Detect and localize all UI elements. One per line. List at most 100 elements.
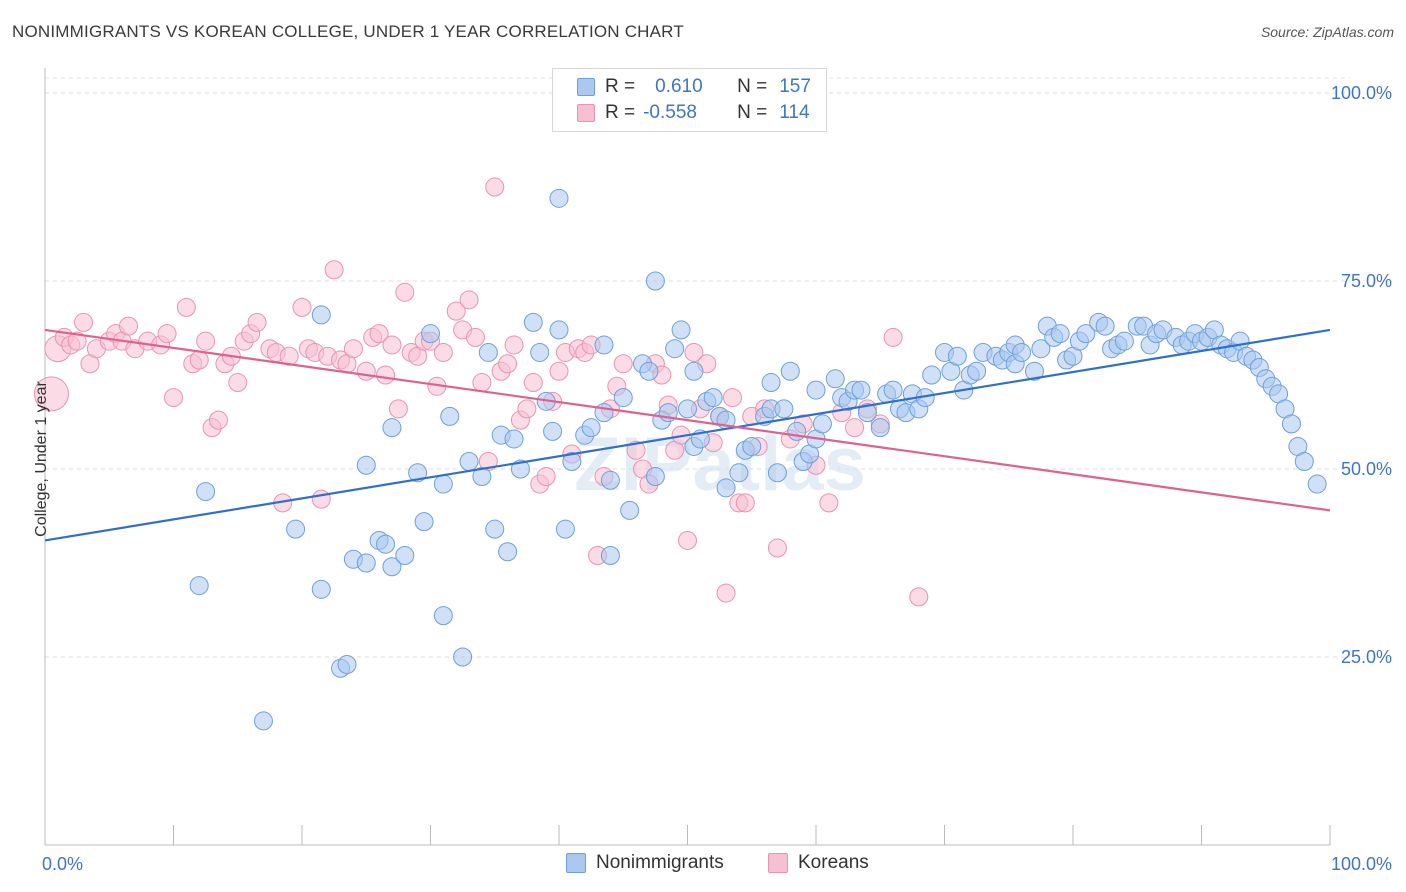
bottom-legend-swatch-blue xyxy=(566,853,586,873)
data-point-nonimmigrants xyxy=(594,335,614,355)
data-point-nonimmigrants xyxy=(665,339,685,359)
legend-n-label: N = xyxy=(737,102,768,123)
data-point-koreans xyxy=(189,350,209,370)
data-point-nonimmigrants xyxy=(774,399,794,419)
data-point-nonimmigrants xyxy=(414,512,434,532)
data-point-koreans xyxy=(626,440,646,460)
data-point-nonimmigrants xyxy=(851,380,871,400)
data-point-nonimmigrants xyxy=(408,463,428,483)
data-point-koreans xyxy=(369,324,389,344)
data-point-nonimmigrants xyxy=(645,467,665,487)
data-point-nonimmigrants xyxy=(780,361,800,381)
data-point-nonimmigrants xyxy=(440,406,460,426)
data-point-nonimmigrants xyxy=(806,380,826,400)
data-point-nonimmigrants xyxy=(639,361,659,381)
data-point-koreans xyxy=(485,177,505,197)
data-point-nonimmigrants xyxy=(812,414,832,434)
data-point-nonimmigrants xyxy=(421,324,440,344)
data-point-nonimmigrants xyxy=(684,361,704,381)
data-point-nonimmigrants xyxy=(504,429,524,449)
data-point-nonimmigrants xyxy=(472,467,492,487)
legend-n-label: N = xyxy=(737,76,768,97)
data-point-koreans xyxy=(176,297,196,317)
data-point-nonimmigrants xyxy=(883,380,903,400)
y-tick-label: 75.0% xyxy=(1341,271,1392,291)
data-point-koreans xyxy=(523,373,543,393)
data-point-nonimmigrants xyxy=(787,421,807,441)
data-point-koreans xyxy=(549,361,569,381)
data-point-nonimmigrants xyxy=(189,576,209,596)
data-point-nonimmigrants xyxy=(1114,331,1134,351)
data-point-nonimmigrants xyxy=(1095,316,1115,336)
data-point-koreans xyxy=(376,365,396,385)
data-point-nonimmigrants xyxy=(356,553,376,573)
data-point-koreans xyxy=(767,538,787,558)
data-point-koreans xyxy=(382,335,402,355)
legend-row-koreans: R = -0.558 N = 114 xyxy=(577,101,810,125)
data-point-nonimmigrants xyxy=(671,320,691,340)
data-point-koreans xyxy=(164,388,183,408)
bottom-legend-koreans: Koreans xyxy=(768,852,869,874)
data-point-nonimmigrants xyxy=(382,557,402,577)
y-tick-label: 25.0% xyxy=(1341,647,1392,667)
data-point-koreans xyxy=(67,331,87,351)
data-point-koreans xyxy=(536,467,556,487)
data-point-nonimmigrants xyxy=(1294,452,1314,471)
data-point-nonimmigrants xyxy=(478,342,498,362)
data-point-koreans xyxy=(465,327,485,347)
data-point-nonimmigrants xyxy=(742,436,762,456)
legend-r-value: 0.610 xyxy=(655,76,703,97)
data-point-koreans xyxy=(196,331,216,351)
trendline-koreans xyxy=(44,328,1331,512)
legend-box: R = 0.610 N = 157 R = -0.558 N = 114 xyxy=(552,68,827,132)
data-point-nonimmigrants xyxy=(498,542,518,562)
data-point-koreans xyxy=(517,399,537,419)
data-point-nonimmigrants xyxy=(453,647,473,667)
data-point-nonimmigrants xyxy=(716,478,736,498)
bottom-legend-nonimmigrants: Nonimmigrants xyxy=(566,852,724,874)
data-point-koreans xyxy=(446,301,466,321)
data-point-nonimmigrants xyxy=(555,519,575,539)
data-point-koreans xyxy=(909,587,929,607)
legend-r-label: R = xyxy=(605,76,636,97)
y-tick-label: 50.0% xyxy=(1341,459,1392,479)
legend-n-value: 114 xyxy=(779,102,810,123)
legend-n-value: 157 xyxy=(779,76,811,97)
legend-r-label: R = xyxy=(605,102,636,123)
x-tick-label: 0.0% xyxy=(42,854,83,874)
data-point-koreans xyxy=(343,339,363,359)
data-point-nonimmigrants xyxy=(1012,342,1032,362)
data-point-nonimmigrants xyxy=(857,403,877,423)
data-point-nonimmigrants xyxy=(594,403,614,423)
data-point-koreans xyxy=(324,260,344,280)
data-point-nonimmigrants xyxy=(433,606,453,626)
legend-r-value: -0.558 xyxy=(643,102,697,123)
legend-swatch-blue xyxy=(577,78,595,96)
legend-row-nonimmigrants: R = 0.610 N = 157 xyxy=(577,75,811,99)
data-point-nonimmigrants xyxy=(459,452,479,471)
data-point-nonimmigrants xyxy=(767,463,787,483)
data-point-koreans xyxy=(819,493,839,513)
bottom-legend-label: Nonimmigrants xyxy=(596,852,724,873)
data-point-nonimmigrants xyxy=(382,418,402,438)
data-point-koreans xyxy=(613,354,633,374)
data-point-koreans xyxy=(157,324,177,344)
y-tick-label: 100.0% xyxy=(1331,83,1392,103)
data-point-nonimmigrants xyxy=(825,369,845,389)
data-point-nonimmigrants xyxy=(600,470,620,490)
data-point-nonimmigrants xyxy=(1281,414,1301,434)
data-point-nonimmigrants xyxy=(967,361,987,381)
x-tick-label: 100.0% xyxy=(1331,854,1392,874)
data-point-nonimmigrants xyxy=(1307,474,1327,494)
data-point-koreans xyxy=(292,297,312,317)
data-point-nonimmigrants xyxy=(703,388,723,408)
source-label: Source: ZipAtlas.com xyxy=(1260,24,1394,40)
chart-title: NONIMMIGRANTS VS KOREAN COLLEGE, UNDER 1… xyxy=(12,22,684,41)
y-axis-label: College, Under 1 year xyxy=(33,381,50,537)
data-point-koreans xyxy=(722,388,742,408)
bottom-legend-label: Koreans xyxy=(798,852,869,873)
trendline-nonimmigrants xyxy=(44,328,1331,542)
data-point-koreans xyxy=(433,342,453,362)
data-point-nonimmigrants xyxy=(1076,324,1096,344)
